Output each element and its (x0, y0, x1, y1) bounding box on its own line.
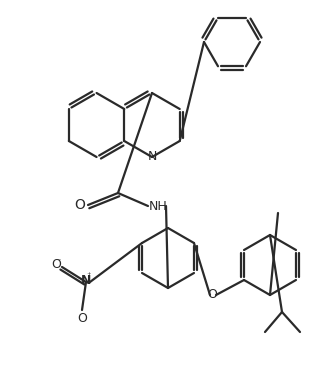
Text: NH: NH (149, 200, 167, 213)
Text: O: O (77, 311, 87, 324)
Text: N: N (81, 273, 91, 286)
Text: O: O (75, 198, 85, 212)
Text: ⁺: ⁺ (86, 271, 91, 280)
Text: O: O (207, 288, 217, 301)
Text: ⁻: ⁻ (56, 256, 60, 265)
Text: O: O (51, 259, 61, 272)
Text: N: N (147, 149, 157, 162)
